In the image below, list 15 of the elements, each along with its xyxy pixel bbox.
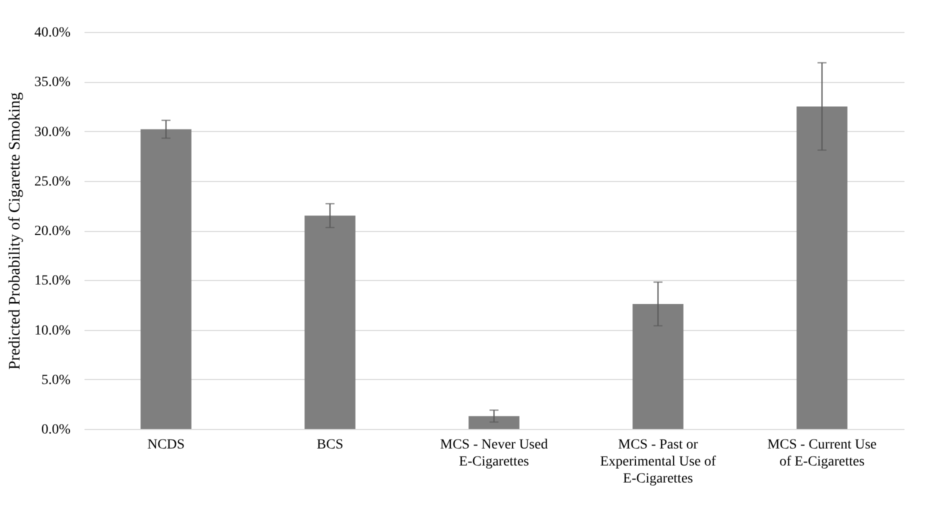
x-tick-label: BCS <box>316 438 344 452</box>
x-tick-label: MCS - Past or Experimental Use of E-Cigarettes <box>600 438 716 486</box>
y-axis-title: Predicted Probability of Cigarette Smoking <box>6 92 24 370</box>
y-tick-label: 40.0% <box>34 26 71 40</box>
y-tick-label: 35.0% <box>34 75 71 90</box>
y-tick-label: 25.0% <box>34 174 71 190</box>
x-tick-label: MCS - Never Used E-Cigarettes <box>440 438 548 470</box>
x-tick-label: MCS - Current Use of E-Cigarettes <box>767 438 877 470</box>
y-tick-label: 5.0% <box>41 372 71 388</box>
y-tick-label: 10.0% <box>34 323 71 338</box>
x-tick-label: NCDS <box>147 438 185 452</box>
y-tick-label: 20.0% <box>34 224 71 239</box>
y-tick-label: 30.0% <box>34 124 71 140</box>
y-tick-label: 15.0% <box>34 274 71 289</box>
y-tick-label: 0.0% <box>41 422 71 438</box>
